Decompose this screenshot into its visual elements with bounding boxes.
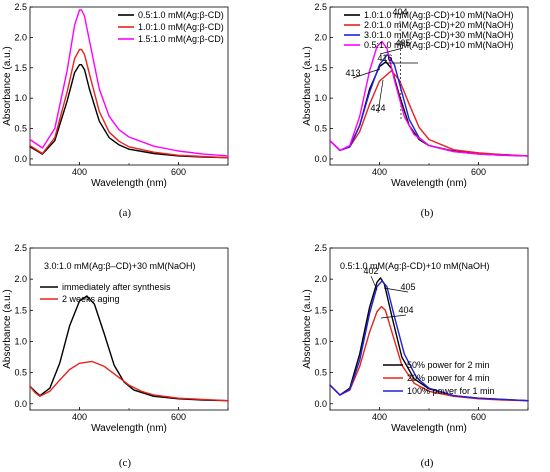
legend-entry: 2 weeks aging	[62, 294, 120, 304]
legend-entry: 20% power for 4 min	[407, 373, 490, 383]
x-axis-label: Wavelength (nm)	[91, 178, 167, 189]
panel-label: (d)	[421, 457, 434, 469]
annotation-pointer	[352, 68, 381, 79]
annotation-pointer	[377, 79, 384, 114]
x-axis-label: Wavelength (nm)	[91, 423, 167, 434]
y-tick-label: 1.5	[314, 63, 327, 73]
peak-annotation: 402	[363, 266, 378, 276]
y-tick-label: 0.5	[14, 124, 27, 134]
series-line-2	[29, 48, 229, 159]
y-tick-label: 1.0	[314, 93, 327, 103]
x-tick-label: 600	[171, 167, 186, 177]
y-tick-label: 2.5	[314, 243, 327, 253]
peak-annotation: 405	[400, 282, 415, 292]
panel-label: (a)	[119, 207, 132, 219]
x-tick-label: 600	[171, 412, 186, 422]
legend-entry: 2.0:1.0 mM(Ag:β-CD)+20 mM(NaOH)	[364, 20, 513, 30]
x-tick-label: 400	[372, 412, 387, 422]
y-tick-label: 0.0	[314, 154, 327, 164]
y-tick-label: 2.0	[314, 274, 327, 284]
y-tick-label: 0.5	[14, 368, 27, 378]
chart-title: 0.5:1.0 mM(Ag:β-CD)+10 mM(NaOH)	[340, 261, 489, 271]
panel-label: (b)	[421, 207, 434, 219]
annotation-pointer	[379, 47, 404, 55]
series-line-2	[29, 360, 229, 402]
y-tick-label: 2.0	[14, 32, 27, 42]
x-axis-label: Wavelength (nm)	[391, 178, 467, 189]
x-tick-label: 400	[372, 167, 387, 177]
peak-annotation: 404	[392, 7, 407, 17]
annotation-pointer	[380, 314, 407, 319]
legend-entry: 1.0:1.0 mM(Ag:β-CD)+10 mM(NaOH)	[364, 10, 513, 20]
series-line-4	[329, 40, 529, 157]
peak-annotation: 405	[395, 38, 410, 48]
y-axis-label: Absorbance (a.u.)	[302, 289, 313, 369]
series-line-1	[29, 63, 229, 159]
y-tick-label: 2.5	[14, 243, 27, 253]
y-tick-label: 2.5	[314, 2, 327, 12]
y-tick-label: 0.0	[14, 154, 27, 164]
annotation-pointer	[383, 287, 409, 293]
chart-panel-1: 0.0 0.5 1.0 1.5 2.0 2.5 400 600 Wavelength (nm) A…	[2, 2, 408, 219]
legend-entry: 0.5:1.0 mM(Ag:β-CD)	[138, 10, 224, 20]
x-tick-label: 400	[72, 167, 87, 177]
legend-entry: immediately after synthesis	[62, 282, 171, 292]
x-tick-label: 600	[471, 167, 486, 177]
y-tick-label: 0.5	[314, 368, 327, 378]
legend-entry: 1.5:1.0 mM(Ag:β-CD)	[138, 34, 224, 44]
legend-entry: 50% power for 2 min	[407, 360, 490, 370]
x-tick-label: 400	[72, 412, 87, 422]
peak-annotation: 413	[345, 68, 360, 78]
y-tick-label: 1.0	[14, 93, 27, 103]
y-tick-label: 1.0	[14, 336, 27, 346]
series-line-1	[29, 295, 229, 402]
panel-label: (c)	[119, 457, 132, 469]
x-tick-label: 600	[471, 412, 486, 422]
series-line-2	[329, 70, 529, 157]
y-tick-label: 1.5	[14, 305, 27, 315]
y-tick-label: 1.5	[14, 63, 27, 73]
chart-panel-4: 0.0 0.5 1.0 1.5 2.0 2.5 400 600 Wavelength (nm) A…	[302, 243, 529, 469]
chart-panel-3: 0.0 0.5 1.0 1.5 2.0 2.5 400 600 Wavelength (nm) A…	[2, 243, 229, 469]
peak-annotation: 424	[370, 103, 385, 113]
annotation-pointer	[370, 275, 378, 291]
y-tick-label: 0.0	[14, 399, 27, 409]
y-axis-label: Absorbance (a.u.)	[302, 46, 313, 126]
chart-panel-2: 0.0 0.5 1.0 1.5 2.0 2.5 400 600 Wavelength (nm) A…	[302, 2, 529, 219]
peak-annotation: 404	[398, 305, 413, 315]
legend-entry: 100% power for 1 min	[407, 386, 495, 396]
legend-entry: 1.0:1.0 mM(Ag:β-CD)	[138, 22, 224, 32]
series-line-3	[29, 9, 229, 157]
peak-annotation: 416	[377, 53, 392, 63]
legend-entry: 3.0:1.0 mM(Ag:β-CD)+30 mM(NaOH)	[364, 30, 513, 40]
y-tick-label: 2.5	[14, 2, 27, 12]
y-tick-label: 1.0	[314, 336, 327, 346]
y-tick-label: 0.0	[314, 399, 327, 409]
chart-title: 3.0:1.0 mM(Ag:β–CD)+30 mM(NaOH)	[44, 261, 195, 271]
y-tick-label: 2.0	[14, 274, 27, 284]
x-axis-label: Wavelength (nm)	[391, 423, 467, 434]
y-tick-label: 2.0	[314, 32, 327, 42]
y-axis-label: Absorbance (a.u.)	[2, 46, 13, 126]
legend-entry: 0.5:1.0 mM(Ag:β-CD)+10 mM(NaOH)	[364, 40, 513, 50]
series-line-3	[329, 280, 529, 402]
y-tick-label: 1.5	[314, 305, 327, 315]
y-tick-label: 0.5	[314, 124, 327, 134]
y-axis-label: Absorbance (a.u.)	[2, 289, 13, 369]
